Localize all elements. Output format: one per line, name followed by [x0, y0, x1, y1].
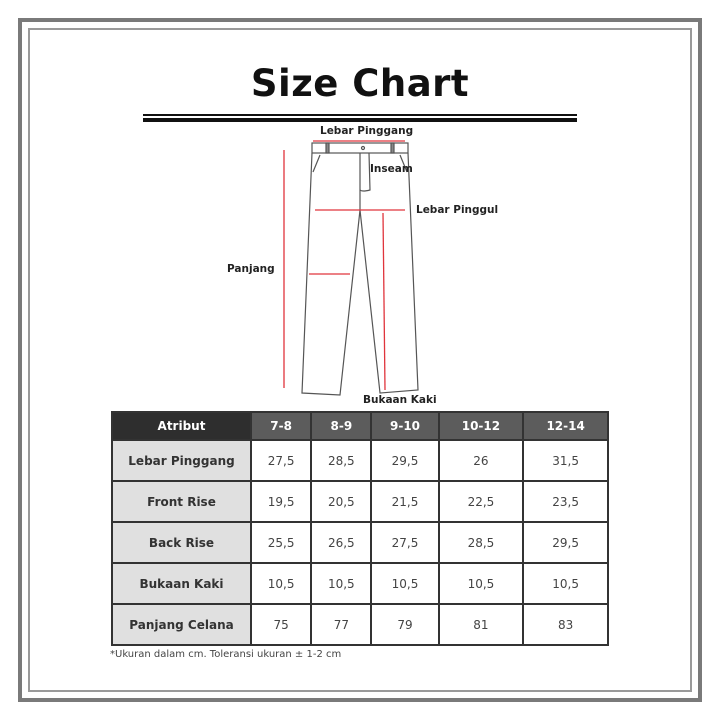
- row-attribute-label: Panjang Celana: [111, 603, 252, 646]
- pants-outline: [301, 142, 419, 396]
- table-cell: 19,5: [249, 480, 313, 523]
- title-divider-thick: [143, 118, 577, 122]
- label-length: Panjang: [227, 263, 275, 275]
- belt-loop-right: [390, 142, 395, 154]
- page-title: Size Chart: [250, 62, 470, 105]
- inseam-measure-line: [382, 212, 386, 391]
- pocket-right: [399, 154, 408, 173]
- row-attribute-label: Front Rise: [111, 480, 252, 523]
- header-size: 9-10: [370, 411, 440, 441]
- table-cell: 28,5: [437, 521, 525, 564]
- inner-frame: [28, 28, 692, 692]
- row-attribute-label: Back Rise: [111, 521, 252, 564]
- table-cell: 83: [522, 603, 609, 646]
- size-note: *Ukuran dalam cm. Toleransi ukuran ± 1-2…: [110, 649, 342, 660]
- measurement-lines: [283, 140, 405, 391]
- header-size: 12-14: [522, 411, 609, 441]
- size-table: Atribut 7-8 8-9 9-10 10-12 12-14 Lebar P…: [111, 411, 609, 646]
- table-cell: 21,5: [370, 480, 440, 523]
- table-cell: 10,5: [522, 562, 609, 605]
- table-cell: 10,5: [370, 562, 440, 605]
- pocket-left: [312, 154, 321, 173]
- table-row: Panjang Celana 75 77 79 81 83: [111, 603, 609, 646]
- label-inseam: Inseam: [370, 163, 413, 175]
- header-size: 8-9: [310, 411, 373, 441]
- table-row: Back Rise 25,5 26,5 27,5 28,5 29,5: [111, 521, 609, 564]
- header-attribute: Atribut: [111, 411, 252, 441]
- table-cell: 75: [249, 603, 313, 646]
- table-cell: 26: [437, 439, 525, 482]
- row-attribute-label: Lebar Pinggang: [111, 439, 252, 482]
- table-cell: 10,5: [310, 562, 373, 605]
- table-header-row: Atribut 7-8 8-9 9-10 10-12 12-14: [111, 411, 609, 441]
- title-divider-thin: [143, 114, 577, 116]
- table-cell: 25,5: [249, 521, 313, 564]
- table-cell: 10,5: [249, 562, 313, 605]
- table-cell: 10,5: [437, 562, 525, 605]
- row-attribute-label: Bukaan Kaki: [111, 562, 252, 605]
- button: [360, 145, 366, 151]
- header-size: 7-8: [249, 411, 313, 441]
- header-size: 10-12: [437, 411, 525, 441]
- table-row: Bukaan Kaki 10,5 10,5 10,5 10,5 10,5: [111, 562, 609, 605]
- table-cell: 27,5: [249, 439, 313, 482]
- table-cell: 79: [370, 603, 440, 646]
- table-cell: 28,5: [310, 439, 373, 482]
- table-cell: 23,5: [522, 480, 609, 523]
- table-row: Lebar Pinggang 27,5 28,5 29,5 26 31,5: [111, 439, 609, 482]
- table-cell: 27,5: [370, 521, 440, 564]
- label-leg-opening: Bukaan Kaki: [363, 394, 437, 406]
- pants-diagram: [283, 140, 419, 396]
- table-cell: 20,5: [310, 480, 373, 523]
- table-row: Front Rise 19,5 20,5 21,5 22,5 23,5: [111, 480, 609, 523]
- table-cell: 26,5: [310, 521, 373, 564]
- table-cell: 81: [437, 603, 525, 646]
- table-cell: 29,5: [522, 521, 609, 564]
- label-waist: Lebar Pinggang: [320, 125, 414, 137]
- table-cell: 22,5: [437, 480, 525, 523]
- belt-loop-left: [325, 142, 330, 154]
- label-hip: Lebar Pinggul: [416, 204, 499, 216]
- table-cell: 29,5: [370, 439, 440, 482]
- table-cell: 77: [310, 603, 373, 646]
- fly: [359, 152, 371, 192]
- table-cell: 31,5: [522, 439, 609, 482]
- outer-frame: [18, 18, 702, 702]
